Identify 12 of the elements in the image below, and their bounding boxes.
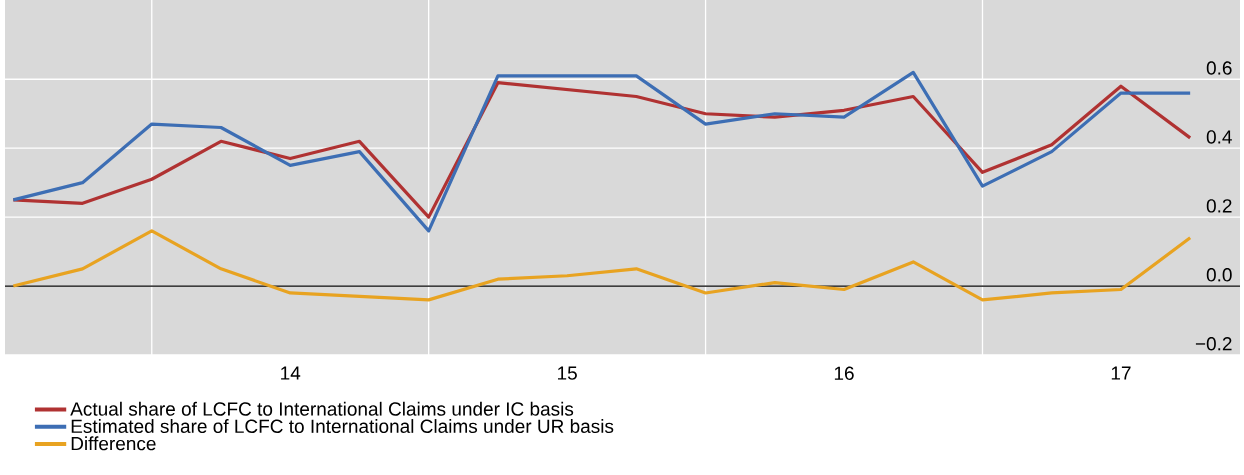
x-tick-label: 15 [558,366,577,380]
y-tick-label: −0.2 [1195,337,1232,351]
y-tick-label: 0.6 [1206,61,1232,75]
x-tick-label: 16 [834,366,854,380]
x-tick-label: 14 [281,366,301,380]
x-tick-label: 17 [1111,366,1131,380]
y-tick-label: 0.2 [1206,199,1232,213]
legend-label: Estimated share of LCFC to International Claims under UR basis [71,419,614,434]
y-tick-label: 0.0 [1206,268,1232,282]
legend-label: Actual share of LCFC to International Claims under IC basis [70,401,574,416]
y-tick-label: 0.4 [1206,130,1232,144]
legend-label: Difference [71,436,156,451]
